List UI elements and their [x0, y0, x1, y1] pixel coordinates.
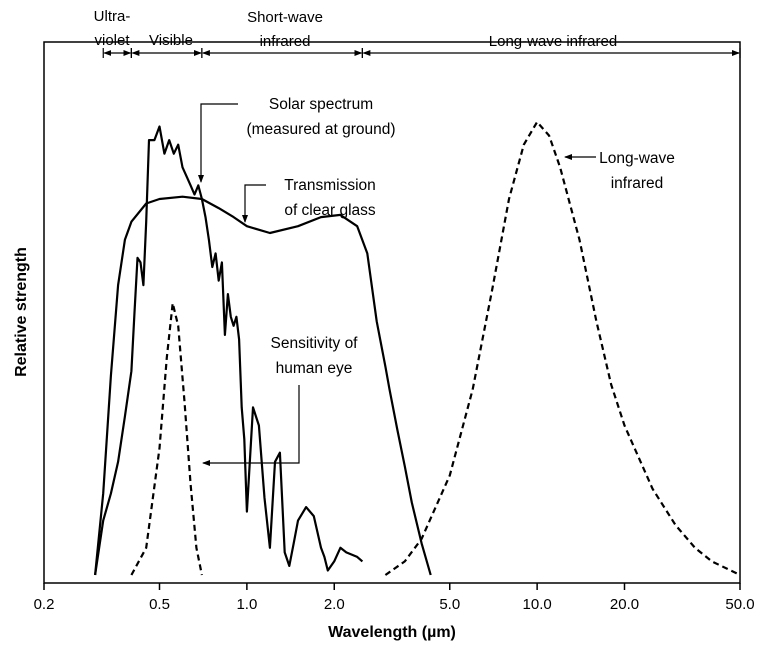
annotation-longwave-text: Long-wave: [599, 150, 675, 167]
annotation-eye-arrow: [202, 385, 300, 466]
annotation-glass-arrow: [242, 184, 266, 223]
series-line-longwave: [384, 120, 741, 576]
band-label: Short-wave: [247, 9, 323, 26]
x-ticks: 0.2 0.5 1.0 2.0 5.0 10.0 20.0 50.0: [34, 583, 755, 613]
series-lines: [94, 120, 741, 576]
series-line-eye: [130, 302, 203, 576]
band-label: Visible: [149, 32, 193, 49]
annotations: Solar spectrum (measured at ground) Transm…: [198, 96, 675, 466]
x-tick-label: 0.2: [34, 596, 55, 613]
band-label: violet: [94, 32, 130, 49]
x-tick-label: 2.0: [324, 596, 345, 613]
series-line-glass: [94, 195, 432, 576]
annotation-eye-text: Sensitivity of: [270, 335, 358, 352]
annotation-longwave-text: infrared: [611, 175, 664, 192]
plot-frame: [43, 41, 741, 584]
band-label: Ultra-: [94, 8, 131, 25]
x-tick-label: 1.0: [236, 596, 257, 613]
annotation-eye-text: human eye: [276, 360, 353, 377]
annotation-solar-text: Solar spectrum: [269, 96, 373, 113]
x-tick-label: 50.0: [725, 596, 754, 613]
series-line-solar: [94, 125, 364, 576]
annotation-solar-arrow: [198, 103, 238, 183]
x-tick-label: 10.0: [523, 596, 552, 613]
annotation-glass-text: of clear glass: [284, 202, 376, 219]
x-tick-label: 5.0: [439, 596, 460, 613]
y-axis-title: Relative strength: [13, 247, 30, 377]
x-tick-label: 20.0: [610, 596, 639, 613]
x-axis-title: Wavelength (µm): [328, 624, 456, 641]
annotation-solar-text: (measured at ground): [246, 121, 395, 138]
annotation-glass-text: Transmission: [284, 177, 376, 194]
x-tick-label: 0.5: [149, 596, 170, 613]
